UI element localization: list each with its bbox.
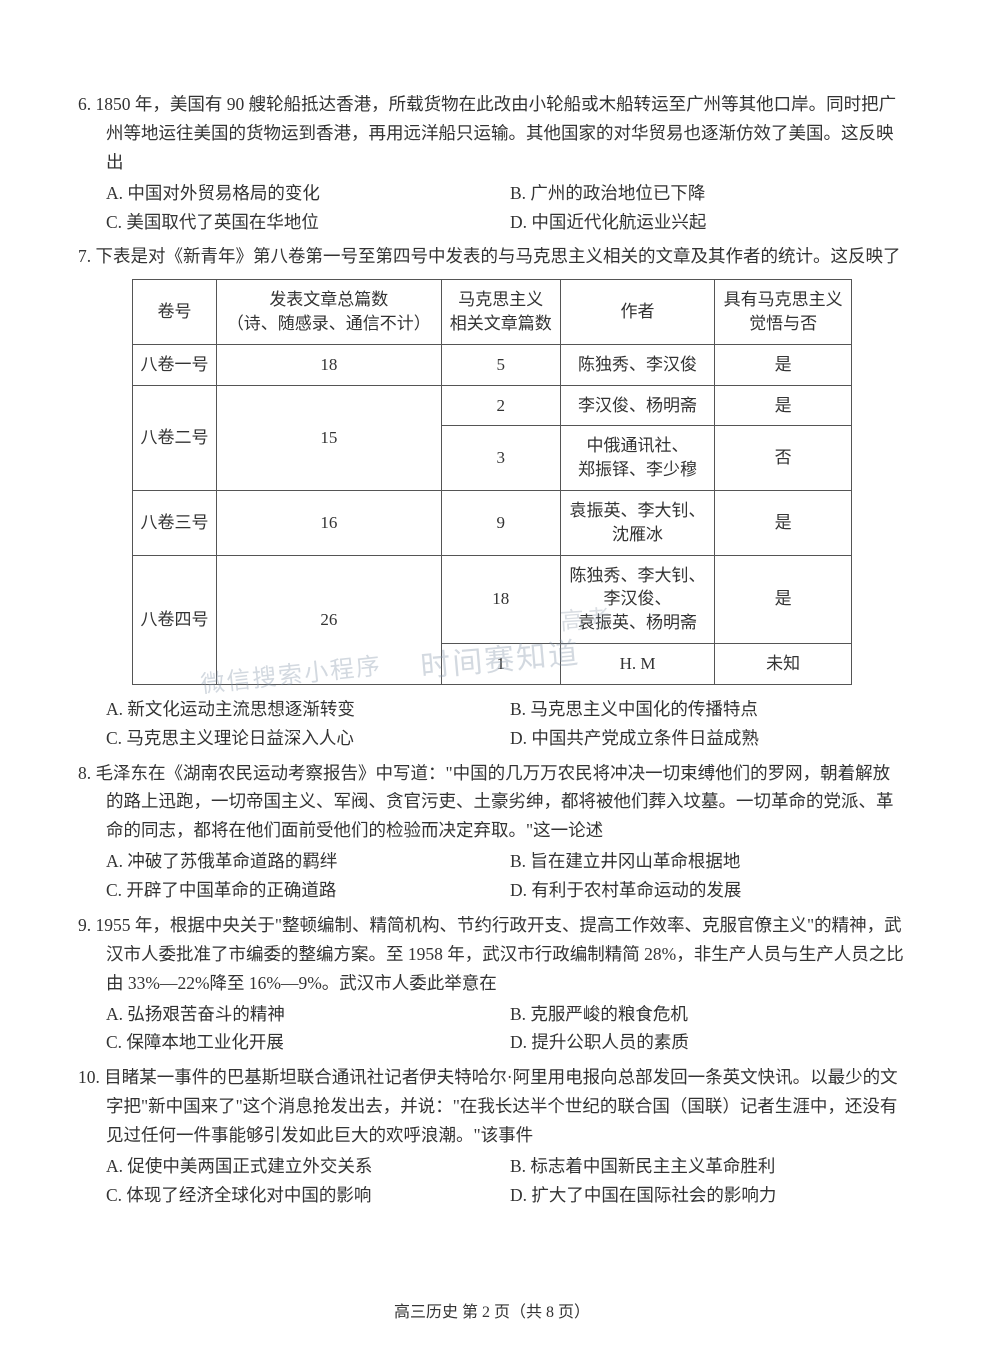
q7-option-a: A. 新文化运动主流思想逐渐转变	[106, 695, 502, 724]
q7-options: A. 新文化运动主流思想逐渐转变 B. 马克思主义中国化的传播特点 C. 马克思…	[78, 695, 906, 753]
q7-table: 卷号 发表文章总篇数 （诗、随感录、通信不计） 马克思主义 相关文章篇数 作者 …	[132, 279, 852, 685]
th-total: 发表文章总篇数 （诗、随感录、通信不计）	[216, 280, 441, 345]
question-7: 7. 下表是对《新青年》第八卷第一号至第四号中发表的与马克思主义相关的文章及其作…	[78, 242, 906, 752]
q9-stem: 9. 1955 年，根据中央关于"整顿编制、精简机构、节约行政开支、提高工作效率…	[78, 911, 906, 998]
q10-option-a: A. 促使中美两国正式建立外交关系	[106, 1152, 502, 1181]
cell: H. M	[560, 644, 714, 685]
q9-options: A. 弘扬艰苦奋斗的精神 B. 克服严峻的粮食危机 C. 保障本地工业化开展 D…	[78, 1000, 906, 1058]
cell: 26	[216, 555, 441, 684]
cell: 李汉俊、杨明斋	[560, 385, 714, 426]
q10-stem: 10. 目睹某一事件的巴基斯坦联合通讯社记者伊夫特哈尔·阿里用电报向总部发回一条…	[78, 1063, 906, 1150]
th-has: 具有马克思主义 觉悟与否	[715, 280, 852, 345]
cell: 16	[216, 491, 441, 556]
cell: 八卷四号	[133, 555, 217, 684]
table-row: 八卷四号 26 18 陈独秀、李大钊、 李汉俊、 袁振英、杨明斋 是	[133, 555, 852, 643]
cell: 9	[441, 491, 560, 556]
cell: 18	[216, 344, 441, 385]
cell: 5	[441, 344, 560, 385]
table-row: 八卷二号 15 2 李汉俊、杨明斋 是	[133, 385, 852, 426]
q6-option-a: A. 中国对外贸易格局的变化	[106, 179, 502, 208]
cell: 否	[715, 426, 852, 491]
q6-option-d: D. 中国近代化航运业兴起	[502, 208, 906, 237]
question-9: 9. 1955 年，根据中央关于"整顿编制、精简机构、节约行政开支、提高工作效率…	[78, 911, 906, 1057]
cell: 1	[441, 644, 560, 685]
table-row: 八卷三号 16 9 袁振英、李大钊、 沈雁冰 是	[133, 491, 852, 556]
cell: 八卷三号	[133, 491, 217, 556]
q8-option-a: A. 冲破了苏俄革命道路的羁绊	[106, 847, 502, 876]
q8-option-d: D. 有利于农村革命运动的发展	[502, 876, 906, 905]
cell: 中俄通讯社、 郑振铎、李少穆	[560, 426, 714, 491]
q7-option-c: C. 马克思主义理论日益深入人心	[106, 724, 502, 753]
cell: 八卷一号	[133, 344, 217, 385]
q8-options: A. 冲破了苏俄革命道路的羁绊 B. 旨在建立井冈山革命根据地 C. 开辟了中国…	[78, 847, 906, 905]
th-vol: 卷号	[133, 280, 217, 345]
q6-option-c: C. 美国取代了英国在华地位	[106, 208, 502, 237]
q8-option-b: B. 旨在建立井冈山革命根据地	[502, 847, 906, 876]
cell: 八卷二号	[133, 385, 217, 490]
q10-option-d: D. 扩大了中国在国际社会的影响力	[502, 1181, 906, 1210]
table-row: 八卷一号 18 5 陈独秀、李汉俊 是	[133, 344, 852, 385]
cell: 陈独秀、李汉俊	[560, 344, 714, 385]
q8-option-c: C. 开辟了中国革命的正确道路	[106, 876, 502, 905]
q7-option-b: B. 马克思主义中国化的传播特点	[502, 695, 906, 724]
cell: 2	[441, 385, 560, 426]
q6-stem: 6. 1850 年，美国有 90 艘轮船抵达香港，所载货物在此改由小轮船或木船转…	[78, 90, 906, 177]
cell: 18	[441, 555, 560, 643]
question-10: 10. 目睹某一事件的巴基斯坦联合通讯社记者伊夫特哈尔·阿里用电报向总部发回一条…	[78, 1063, 906, 1209]
cell: 3	[441, 426, 560, 491]
table-header-row: 卷号 发表文章总篇数 （诗、随感录、通信不计） 马克思主义 相关文章篇数 作者 …	[133, 280, 852, 345]
q10-options: A. 促使中美两国正式建立外交关系 B. 标志着中国新民主主义革命胜利 C. 体…	[78, 1152, 906, 1210]
cell: 是	[715, 344, 852, 385]
q9-option-b: B. 克服严峻的粮食危机	[502, 1000, 906, 1029]
cell: 陈独秀、李大钊、 李汉俊、 袁振英、杨明斋	[560, 555, 714, 643]
q10-option-b: B. 标志着中国新民主主义革命胜利	[502, 1152, 906, 1181]
q10-option-c: C. 体现了经济全球化对中国的影响	[106, 1181, 502, 1210]
question-6: 6. 1850 年，美国有 90 艘轮船抵达香港，所载货物在此改由小轮船或木船转…	[78, 90, 906, 236]
q7-stem: 7. 下表是对《新青年》第八卷第一号至第四号中发表的与马克思主义相关的文章及其作…	[78, 242, 906, 271]
q6-options: A. 中国对外贸易格局的变化 B. 广州的政治地位已下降 C. 美国取代了英国在…	[78, 179, 906, 237]
q7-option-d: D. 中国共产党成立条件日益成熟	[502, 724, 906, 753]
q9-option-c: C. 保障本地工业化开展	[106, 1028, 502, 1057]
q8-stem: 8. 毛泽东在《湖南农民运动考察报告》中写道："中国的几万万农民将冲决一切束缚他…	[78, 759, 906, 846]
question-8: 8. 毛泽东在《湖南农民运动考察报告》中写道："中国的几万万农民将冲决一切束缚他…	[78, 759, 906, 905]
cell: 15	[216, 385, 441, 490]
cell: 是	[715, 491, 852, 556]
cell: 袁振英、李大钊、 沈雁冰	[560, 491, 714, 556]
cell: 未知	[715, 644, 852, 685]
cell: 是	[715, 385, 852, 426]
q9-option-a: A. 弘扬艰苦奋斗的精神	[106, 1000, 502, 1029]
th-author: 作者	[560, 280, 714, 345]
q6-option-b: B. 广州的政治地位已下降	[502, 179, 906, 208]
page-footer: 高三历史 第 2 页（共 8 页）	[0, 1298, 984, 1322]
cell: 是	[715, 555, 852, 643]
th-mx: 马克思主义 相关文章篇数	[441, 280, 560, 345]
q9-option-d: D. 提升公职人员的素质	[502, 1028, 906, 1057]
